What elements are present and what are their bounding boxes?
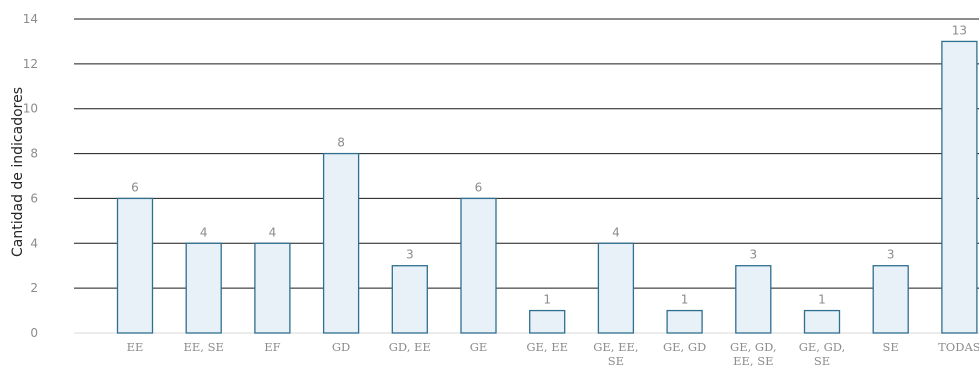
y-tick-label: 0: [30, 326, 38, 340]
y-tick-labels: 0 2 4 6 8 10 12 14: [23, 12, 38, 340]
x-tick-label: GE, GD,: [730, 340, 777, 354]
data-label: 3: [749, 248, 757, 262]
x-tick-label: GE, EE: [526, 340, 568, 354]
x-tick-label: GE, EE,: [593, 340, 638, 354]
y-axis-label: Cantidad de indicadores: [10, 87, 26, 257]
y-tick-label: 14: [23, 12, 38, 26]
data-label: 1: [818, 293, 826, 307]
x-tick-label: GE, GD,: [799, 340, 846, 354]
data-label: 6: [475, 180, 483, 194]
data-label: 3: [887, 248, 895, 262]
x-tick-label: EE, SE: [733, 354, 773, 368]
bar: [735, 265, 772, 334]
x-tick-label: SE: [883, 340, 899, 354]
data-label: 1: [543, 293, 551, 307]
x-tick-label: EE, SE: [184, 340, 224, 354]
x-tick-label: SE: [814, 354, 830, 368]
bar: [666, 309, 703, 334]
data-label: 13: [952, 23, 967, 37]
bar: [872, 265, 909, 334]
bar: [529, 309, 566, 334]
y-tick-label: 8: [30, 147, 38, 161]
x-tick-label: GD: [332, 340, 350, 354]
bar: [803, 309, 841, 334]
y-tick-label: 2: [30, 281, 38, 295]
bar: [597, 242, 635, 334]
y-tick-label: 12: [23, 57, 38, 71]
data-label: 4: [200, 225, 208, 239]
bar: [941, 40, 978, 334]
x-tick-label: GD, EE: [389, 340, 431, 354]
data-label: 4: [612, 225, 620, 239]
bars: [116, 40, 978, 334]
bar: [322, 152, 360, 334]
bar: [116, 197, 154, 334]
y-tick-label: 4: [30, 236, 38, 250]
x-tick-label: GE: [470, 340, 488, 354]
bar: [460, 197, 497, 334]
data-label: 6: [131, 180, 139, 194]
bar: [391, 265, 428, 334]
data-label: 4: [269, 225, 277, 239]
x-tick-label: GE, GD: [663, 340, 706, 354]
data-label: 8: [337, 136, 345, 150]
data-label: 1: [681, 293, 689, 307]
x-tick-label: EF: [264, 340, 280, 354]
data-label: 3: [406, 248, 414, 262]
bar: [254, 242, 291, 334]
x-tick-label: EE: [127, 340, 144, 354]
x-tick-label: SE: [608, 354, 624, 368]
bar: [185, 242, 222, 334]
y-tick-label: 6: [30, 191, 38, 205]
gridlines: [74, 18, 979, 334]
x-tick-label: TODAS: [938, 340, 979, 354]
y-tick-label: 10: [23, 102, 38, 116]
